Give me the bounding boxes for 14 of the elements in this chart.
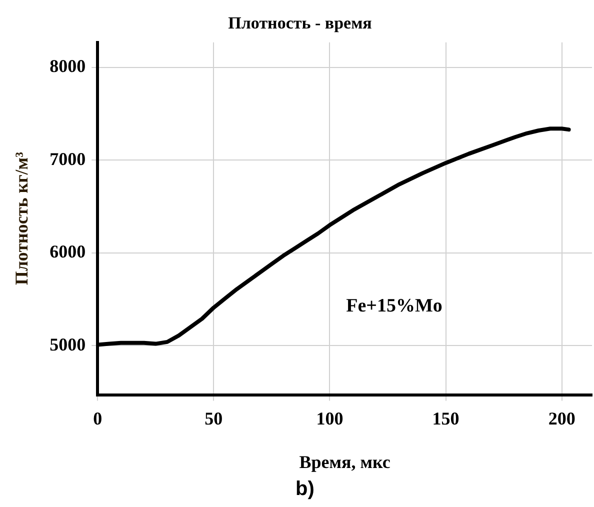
x-tick-label: 0 [93, 408, 102, 428]
y-axis-title: Плотность кг/м³ [11, 151, 32, 286]
y-tick-label: 7000 [50, 148, 86, 169]
y-tick-label: 8000 [50, 56, 86, 76]
y-tick-label: 5000 [50, 334, 86, 354]
annotation: Fe+15%Mo [346, 296, 442, 317]
chart-title: Плотность - время [228, 14, 372, 33]
x-axis-title: Время, мкс [299, 452, 390, 472]
x-tick-label: 200 [548, 408, 576, 428]
x-tick-label: 50 [204, 408, 223, 428]
x-tick-label: 150 [432, 408, 460, 428]
x-tick-label: 100 [316, 408, 344, 428]
text: b) [294, 478, 316, 501]
y-tick-label: 6000 [50, 242, 86, 262]
